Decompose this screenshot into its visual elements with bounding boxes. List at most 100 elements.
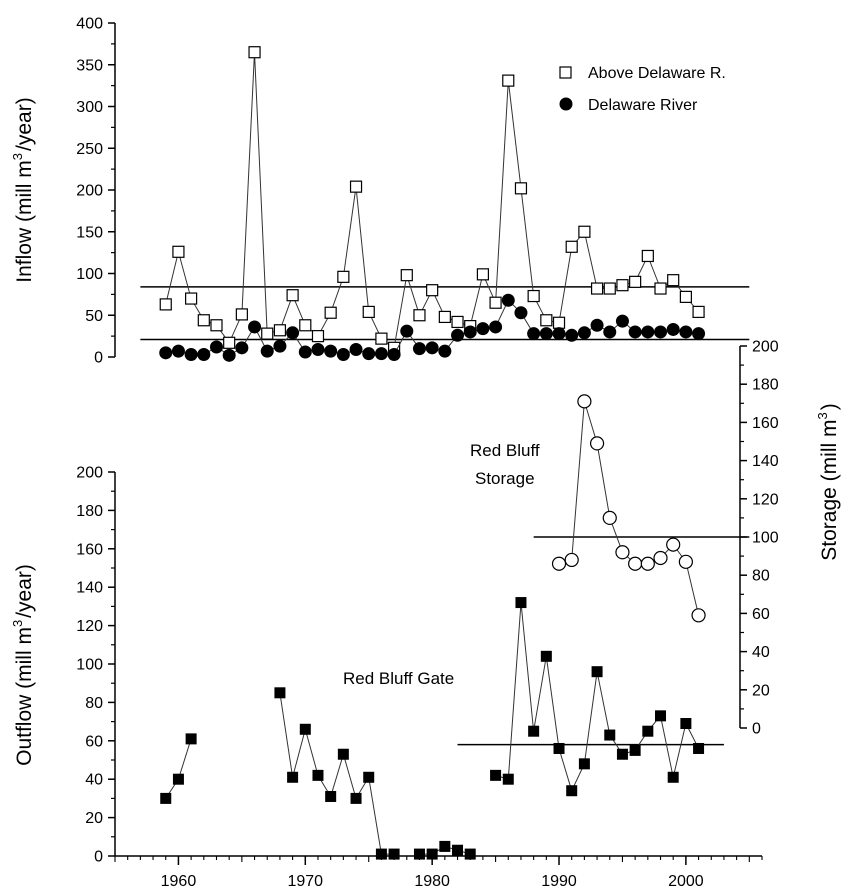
red-bluff-gate-point [160, 792, 172, 804]
outflow-y-axis: 0 20 40 60 80 100 120 140 160 180 200 [76, 465, 116, 866]
delaware-river-point [273, 339, 287, 353]
delaware-river-point [412, 342, 426, 356]
above-delaware-r-point [603, 282, 616, 295]
storage-y-tick-label-20: 20 [752, 682, 770, 699]
delaware-river-point [324, 344, 338, 358]
inflow-panel: 0 50 100 150 200 250 300 350 400 Inflow (mill m3… [10, 16, 750, 367]
red-bluff-storage-point [602, 510, 617, 526]
red-bluff-gate-point [299, 723, 311, 735]
storage-y-tick-label-40: 40 [752, 644, 770, 661]
delaware-river-point [286, 326, 300, 340]
delaware-river-point [362, 347, 376, 361]
outflow-y-tick-label-20: 20 [85, 810, 103, 827]
above-delaware-r-point [451, 315, 464, 329]
red-bluff-storage-point [628, 556, 643, 571]
red-bluff-storage-point [691, 608, 706, 623]
above-delaware-r-point [185, 292, 198, 305]
delaware-river-point [476, 322, 490, 336]
delaware-river-point [565, 328, 579, 342]
red-bluff-storage-line [558, 401, 700, 616]
above-delaware-r-point [667, 274, 680, 287]
outflow-y-tick-label-40: 40 [85, 772, 103, 789]
red-bluff-storage-point [640, 556, 655, 571]
delaware-river-point [692, 327, 706, 341]
delaware-river-point [451, 328, 465, 342]
red-bluff-gate-line-segment [495, 602, 700, 793]
red-bluff-gate-point [680, 718, 692, 730]
inflow-y-tick-label-350: 350 [76, 57, 103, 74]
outflow-y-tick-label-0: 0 [94, 849, 103, 866]
outflow-y-axis-label: Outflow (mill m3/year) [10, 564, 36, 766]
storage-y-tick-label-80: 80 [752, 568, 770, 585]
red-bluff-gate-point [426, 848, 438, 860]
storage-y-axis-label: Storage (mill m3) [815, 403, 841, 560]
inflow-y-tick-label-150: 150 [76, 224, 103, 241]
legend-marker-filled-circle [559, 97, 573, 111]
above-delaware-r-point [629, 275, 642, 288]
outflow-y-tick-label-140: 140 [76, 580, 103, 597]
x-tick-label-1960: 1960 [161, 873, 197, 890]
red-bluff-gate-point [604, 729, 616, 741]
delaware-river-point [489, 320, 503, 334]
red-bluff-gate-point [350, 792, 362, 804]
delaware-river-point [336, 347, 350, 361]
inflow-y-tick-label-50: 50 [85, 308, 103, 325]
red-bluff-gate-point [553, 742, 565, 754]
x-tick-label-1970: 1970 [287, 873, 323, 890]
delaware-river-point [654, 325, 668, 339]
above-delaware-r-point [616, 279, 629, 292]
red-bluff-gate-line-segment [165, 738, 192, 799]
storage-y-tick-label-180: 180 [752, 377, 779, 394]
red-bluff-storage-point [666, 537, 681, 552]
storage-series [551, 394, 706, 623]
delaware-river-point [425, 341, 439, 355]
above-delaware-r-point [502, 74, 515, 87]
red-bluff-gate-point [337, 748, 349, 760]
inflow-y-tick-label-0: 0 [94, 350, 103, 367]
red-bluff-gate-point [642, 725, 654, 737]
red-bluff-gate-line-segment [279, 692, 395, 855]
inflow-series [159, 46, 706, 362]
inflow-y-tick-label-300: 300 [76, 99, 103, 116]
delaware-river-point [235, 341, 249, 355]
above-delaware-r-point [527, 289, 540, 303]
outflow-series [160, 597, 705, 860]
delaware-river-point [552, 327, 566, 341]
above-delaware-r-point [489, 296, 502, 309]
above-delaware-r-point [400, 269, 413, 282]
delaware-river-point [628, 325, 642, 339]
above-delaware-r-point [578, 225, 591, 238]
above-delaware-r-point [692, 305, 705, 319]
outflow-y-tick-label-60: 60 [85, 733, 103, 750]
storage-y-tick-label-160: 160 [752, 415, 779, 432]
red-bluff-storage-point [678, 554, 693, 569]
storage-y-tick-label-120: 120 [752, 491, 779, 508]
inflow-y-tick-label-400: 400 [76, 16, 103, 33]
inflow-y-tick-label-100: 100 [76, 266, 103, 283]
delaware-river-point [171, 344, 185, 358]
delaware-river-point [197, 347, 211, 361]
delaware-river-point [527, 327, 541, 341]
legend-label-above-delaware: Above Delaware R. [588, 65, 726, 82]
delaware-river-point [349, 342, 363, 356]
red-bluff-gate-point [325, 790, 337, 802]
delaware-river-point [514, 306, 528, 320]
above-delaware-r-point [426, 284, 439, 297]
inflow-y-axis-label: Inflow (mill m3/year) [10, 97, 36, 282]
storage-y-tick-label-140: 140 [752, 453, 779, 470]
delaware-river-point [438, 344, 452, 358]
red-bluff-storage-point [551, 556, 567, 571]
above-delaware-r-point [337, 270, 350, 283]
x-axis: 1960 1970 1980 1990 2000 [114, 855, 763, 890]
delaware-river-point [387, 347, 401, 361]
red-bluff-gate-point [528, 725, 540, 737]
red-bluff-gate-point [540, 650, 552, 662]
outflow-y-tick-label-180: 180 [76, 503, 103, 520]
above-delaware-r-point [172, 245, 185, 258]
above-delaware-r-point [565, 240, 578, 253]
storage-y-tick-label-100: 100 [752, 530, 779, 547]
delaware-river-point [209, 340, 223, 354]
red-bluff-gate-point [591, 666, 603, 678]
red-bluff-gate-point [566, 785, 578, 797]
outflow-y-tick-label-160: 160 [76, 541, 103, 558]
